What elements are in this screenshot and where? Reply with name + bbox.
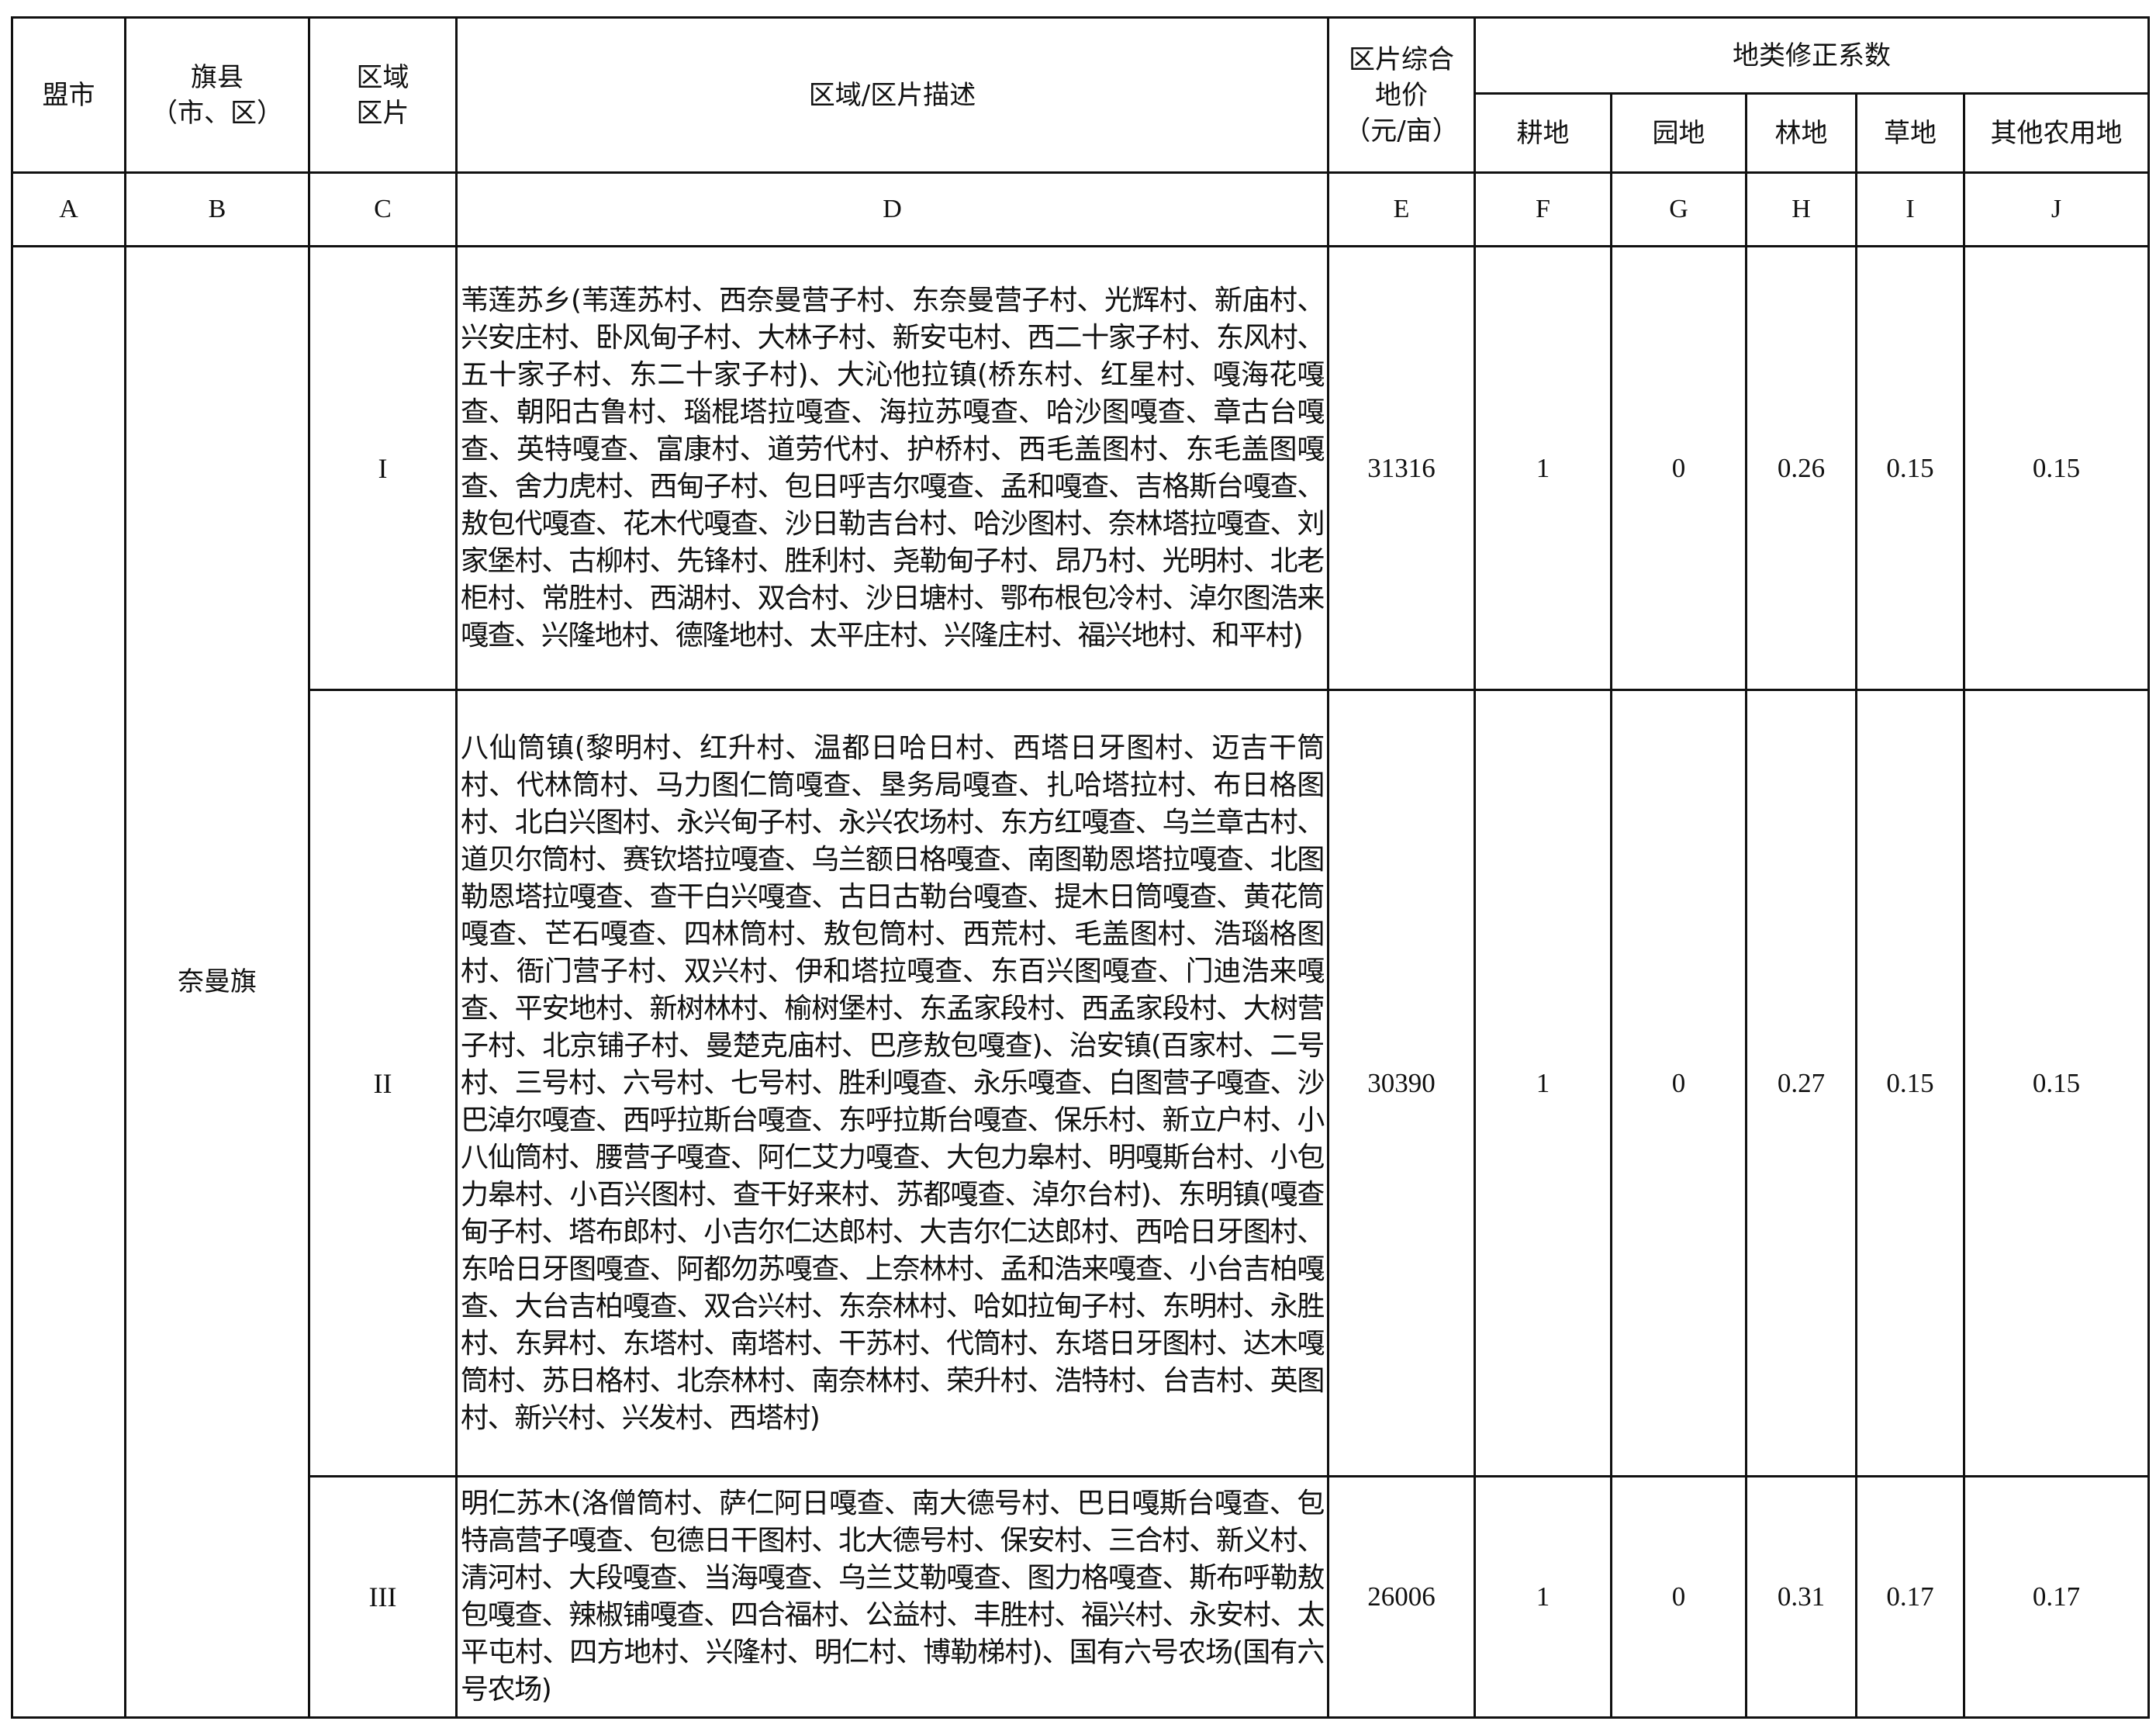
header-county: 旗县 （市、区） <box>124 16 310 174</box>
column-letter: H <box>1745 171 1857 247</box>
coef-other-cell: 0.17 <box>1962 1475 2151 1719</box>
zone-cell: III <box>308 1475 458 1719</box>
column-letter-row: A B C D E F G H I J <box>11 171 2151 247</box>
column-letter: E <box>1327 171 1476 247</box>
header-coef-other: 其他农用地 <box>1962 92 2151 174</box>
table-row: II 八仙筒镇(黎明村、红升村、温都日哈日村、西塔日牙图村、迈吉干筒村、代林筒村… <box>12 689 2151 1477</box>
column-letter: D <box>455 171 1329 247</box>
header-coef-grass: 草地 <box>1855 92 1965 174</box>
coef-forest-cell: 0.31 <box>1745 1475 1857 1719</box>
zone-cell: I <box>308 245 458 691</box>
coef-grass-cell: 0.15 <box>1855 689 1965 1477</box>
column-letter: B <box>124 171 310 247</box>
header-coef-garden: 园地 <box>1610 92 1747 174</box>
column-letter: C <box>308 171 458 247</box>
price-cell: 26006 <box>1327 1475 1476 1719</box>
zone-cell: II <box>308 689 458 1477</box>
table-row: III 明仁苏木(洛僧筒村、萨仁阿日嘎查、南大德号村、巴日嘎斯台嘎查、包特高营子… <box>12 1475 2151 1719</box>
description-cell: 苇莲苏乡(苇莲苏村、西奈曼营子村、东奈曼营子村、光辉村、新庙村、兴安庄村、卧风甸… <box>455 245 1329 691</box>
coef-garden-cell: 0 <box>1610 689 1747 1477</box>
header-zone: 区域 区片 <box>308 16 458 174</box>
price-cell: 30390 <box>1327 689 1476 1477</box>
column-letter: G <box>1610 171 1747 247</box>
header-coef-cultivated: 耕地 <box>1474 92 1612 174</box>
description-cell: 八仙筒镇(黎明村、红升村、温都日哈日村、西塔日牙图村、迈吉干筒村、代林筒村、马力… <box>455 689 1329 1477</box>
coef-forest-cell: 0.26 <box>1745 245 1857 691</box>
header-description: 区域/区片描述 <box>455 16 1329 174</box>
coef-forest-cell: 0.27 <box>1745 689 1857 1477</box>
coef-garden-cell: 0 <box>1610 1475 1747 1719</box>
column-letter: J <box>1962 171 2151 247</box>
column-letter: I <box>1855 171 1965 247</box>
header-league-city: 盟市 <box>11 16 126 174</box>
header-coef-forest: 林地 <box>1745 92 1857 174</box>
column-letter: A <box>11 171 126 247</box>
column-letter: F <box>1474 171 1612 247</box>
header-coefficient-group: 地类修正系数 <box>1473 16 2151 95</box>
land-price-table: 盟市 旗县 （市、区） 区域 区片 区域/区片描述 区片综合 地价 （元/亩） … <box>11 16 2151 1719</box>
coef-grass-cell: 0.15 <box>1855 245 1965 691</box>
description-cell: 明仁苏木(洛僧筒村、萨仁阿日嘎查、南大德号村、巴日嘎斯台嘎查、包特高营子嘎查、包… <box>455 1475 1329 1719</box>
header-price: 区片综合 地价 （元/亩） <box>1327 16 1476 174</box>
coef-other-cell: 0.15 <box>1962 245 2151 691</box>
coef-cultivated-cell: 1 <box>1474 1475 1612 1719</box>
county-cell: 奈曼旗 <box>124 245 310 1719</box>
coef-grass-cell: 0.17 <box>1855 1475 1965 1719</box>
price-cell: 31316 <box>1327 245 1476 691</box>
coef-garden-cell: 0 <box>1610 245 1747 691</box>
coef-cultivated-cell: 1 <box>1474 689 1612 1477</box>
coef-other-cell: 0.15 <box>1962 689 2151 1477</box>
league-city-cell <box>11 245 126 1719</box>
table-row: 奈曼旗 I 苇莲苏乡(苇莲苏村、西奈曼营子村、东奈曼营子村、光辉村、新庙村、兴安… <box>11 245 2151 1719</box>
coef-cultivated-cell: 1 <box>1474 245 1612 691</box>
